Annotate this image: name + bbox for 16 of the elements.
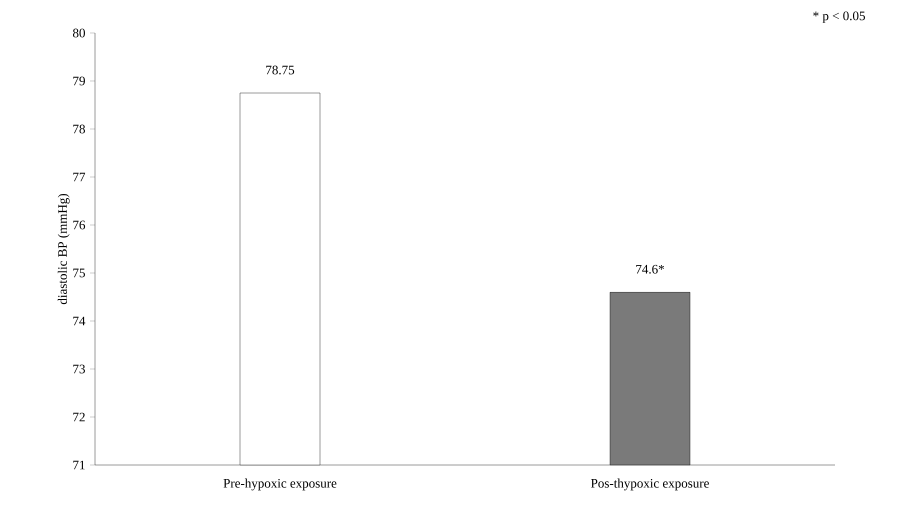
- y-tick-label: 72: [73, 412, 85, 422]
- y-tick-label: 71: [73, 460, 85, 470]
- y-axis-title: diastolic BP (mmHg): [58, 194, 70, 304]
- y-tick-label: 74: [73, 316, 86, 326]
- y-tick-label: 76: [73, 220, 86, 230]
- y-tick-label: 73: [73, 364, 85, 374]
- y-tick-label: 80: [72, 28, 85, 38]
- y-tick-label: 79: [73, 76, 85, 86]
- data-label: 74.6*: [636, 264, 664, 274]
- x-tick-label: Pre-hypoxic exposure: [224, 478, 336, 490]
- text: * p < 0.05: [813, 12, 865, 23]
- y-tick-label: 77: [73, 172, 86, 182]
- y-tick-label: 75: [73, 268, 85, 278]
- y-tick-label: 78: [73, 124, 85, 134]
- data-label: 78.75: [266, 66, 294, 74]
- x-tick-label: Pos-thypoxic exposure: [590, 478, 709, 490]
